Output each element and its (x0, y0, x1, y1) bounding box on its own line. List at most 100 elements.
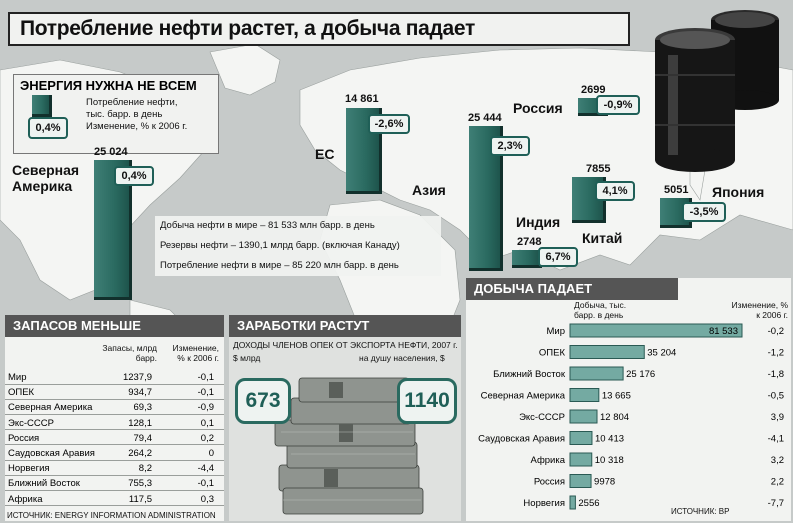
production-value-label: 9978 (594, 477, 615, 488)
reserves-row-value: 79,4 (133, 432, 153, 444)
reserves-header: ЗАПАСОВ МЕНЬШЕ (5, 315, 224, 337)
earnings-right-label: на душу населения, $ (359, 353, 445, 363)
production-category-label: Мир (546, 326, 565, 337)
production-bar (569, 431, 593, 445)
region-change-china: 4,1% (595, 181, 635, 201)
fact-reserves: Резервы нефти – 1390,1 млрд барр. (включ… (160, 240, 400, 251)
consumption-bar-eu (346, 108, 382, 194)
reserves-row-value: 128,1 (128, 417, 152, 429)
region-change-north-america: 0,4% (114, 166, 154, 186)
reserves-row: Африка 117,5 0,3 (5, 494, 224, 507)
earnings-panel: ЗАРАБОТКИ РАСТУТ ДОХОДЫ ЧЛЕНОВ ОПЕК ОТ Э… (229, 315, 461, 521)
reserves-row: Северная Америка 69,3 -0,9 (5, 402, 224, 415)
region-name-russia: Россия (513, 100, 563, 116)
region-name-japan: Япония (712, 184, 765, 200)
production-value-label: 13 665 (602, 391, 631, 402)
production-change-label: -7,7 (768, 498, 784, 509)
production-value-label: 35 204 (647, 348, 676, 359)
production-category-label: Экс-СССР (519, 412, 565, 423)
region-value-japan: 5051 (664, 184, 689, 196)
reserves-row: Россия 79,4 0,2 (5, 433, 224, 446)
reserves-row-change: -0,1 (197, 372, 214, 383)
production-value-label: 25 176 (626, 369, 655, 380)
reserves-row-value: 1237,9 (122, 372, 152, 383)
reserves-row-change: 0 (208, 448, 214, 459)
region-value-russia: 2699 (581, 84, 606, 96)
production-change-label: -0,5 (768, 391, 784, 402)
reserves-row-name: Норвегия (8, 463, 50, 475)
legend-line-3: Изменение, % к 2006 г. (86, 121, 188, 132)
region-change-india: 6,7% (538, 247, 578, 267)
region-change-russia: -0,9% (596, 95, 640, 115)
reserves-row: Норвегия 8,2 -4,4 (5, 463, 224, 476)
region-change-asia: 2,3% (490, 136, 530, 156)
production-change-label: -0,2 (768, 326, 784, 337)
reserves-row-change: -4,4 (197, 463, 214, 475)
production-category-label: Норвегия (523, 498, 565, 509)
production-change-label: -1,2 (768, 348, 784, 359)
production-value-label: 2556 (578, 498, 599, 509)
production-change-label: 3,2 (771, 455, 784, 466)
production-col-value-header: Добыча, тыс. барр. в день (574, 300, 627, 320)
reserves-row-change: -0,1 (197, 387, 214, 399)
fact-production: Добыча нефти в мире – 81 533 млн барр. в… (160, 220, 375, 231)
reserves-row: Мир 1237,9 -0,1 (5, 372, 224, 385)
production-bar (569, 452, 593, 467)
production-change-label: -1,8 (768, 369, 784, 380)
earnings-subtitle: ДОХОДЫ ЧЛЕНОВ ОПЕК ОТ ЭКСПОРТА НЕФТИ, 20… (233, 340, 458, 350)
reserves-row-name: Экс-СССР (8, 417, 54, 429)
production-change-label: 2,2 (771, 477, 784, 488)
production-bar (569, 409, 598, 424)
reserves-row: Экс-СССР 128,1 0,1 (5, 418, 224, 431)
region-name-eu: ЕС (315, 146, 335, 162)
production-bar (569, 323, 743, 338)
reserves-row-name: Ближний Восток (8, 478, 80, 490)
reserves-source: ИСТОЧНИК: ENERGY INFORMATION ADMINISTRAT… (7, 511, 216, 520)
region-value-india: 2748 (517, 236, 542, 248)
production-change-label: 3,9 (771, 412, 784, 423)
reserves-col-change-header: Изменение, % к 2006 г. (172, 343, 219, 363)
reserves-row-name: Африка (8, 493, 43, 505)
reserves-row-change: -0,1 (197, 478, 214, 490)
production-category-label: Россия (534, 477, 565, 488)
production-chart: Мир 81 533 -0,2 ОПЕК 35 204 -1,2 Ближний Восто… (478, 323, 784, 510)
reserves-row-value: 934,7 (128, 387, 152, 399)
reserves-row-value: 8,2 (138, 463, 152, 475)
production-bar (569, 388, 600, 402)
reserves-row-name: Саудовская Аравия (8, 448, 95, 459)
region-name-asia: Азия (412, 182, 446, 198)
reserves-row: Ближний Восток 755,3 -0,1 (5, 478, 224, 491)
production-category-label: Африка (531, 455, 566, 466)
earnings-left-label: $ млрд (233, 353, 261, 363)
production-category-label: Саудовская Аравия (478, 434, 565, 445)
reserves-row-value: 69,3 (133, 402, 153, 414)
region-value-eu: 14 861 (345, 93, 379, 105)
earnings-total-value: 673 (235, 378, 291, 424)
production-value-label: 10 318 (595, 455, 624, 466)
reserves-row-change: -0,9 (197, 402, 214, 414)
production-panel: ДОБЫЧА ПАДАЕТ Добыча, тыс. барр. в день … (466, 278, 791, 521)
production-value-label: 12 804 (600, 412, 629, 423)
reserves-row-name: Мир (8, 372, 27, 383)
production-header: ДОБЫЧА ПАДАЕТ (466, 278, 678, 300)
legend-line-1: Потребление нефти, (86, 97, 178, 108)
region-change-japan: -3,5% (682, 202, 726, 222)
region-value-asia: 25 444 (468, 112, 502, 124)
production-bar (569, 495, 576, 510)
reserves-row: Саудовская Аравия 264,2 0 (5, 448, 224, 461)
reserves-panel: ЗАПАСОВ МЕНЬШЕ Запасы, млрд барр. Измене… (5, 315, 224, 521)
production-bar (569, 345, 645, 359)
world-facts: Добыча нефти в мире – 81 533 млн барр. в… (155, 216, 441, 276)
production-category-label: Северная Америка (481, 391, 566, 402)
production-category-label: ОПЕК (539, 348, 566, 359)
region-name-china: Китай (582, 230, 623, 246)
page-title: Потребление нефти растет, а добыча падае… (8, 12, 630, 46)
region-name-north-america: Северная Америка (12, 162, 80, 194)
reserves-row-change: 0,2 (200, 432, 214, 444)
reserves-row-value: 264,2 (128, 448, 152, 459)
region-value-north-america: 25 024 (94, 146, 128, 158)
earnings-header: ЗАРАБОТКИ РАСТУТ (229, 315, 461, 337)
legend-line-2: тыс. барр. в день (86, 109, 163, 120)
region-change-eu: -2,6% (368, 114, 410, 134)
